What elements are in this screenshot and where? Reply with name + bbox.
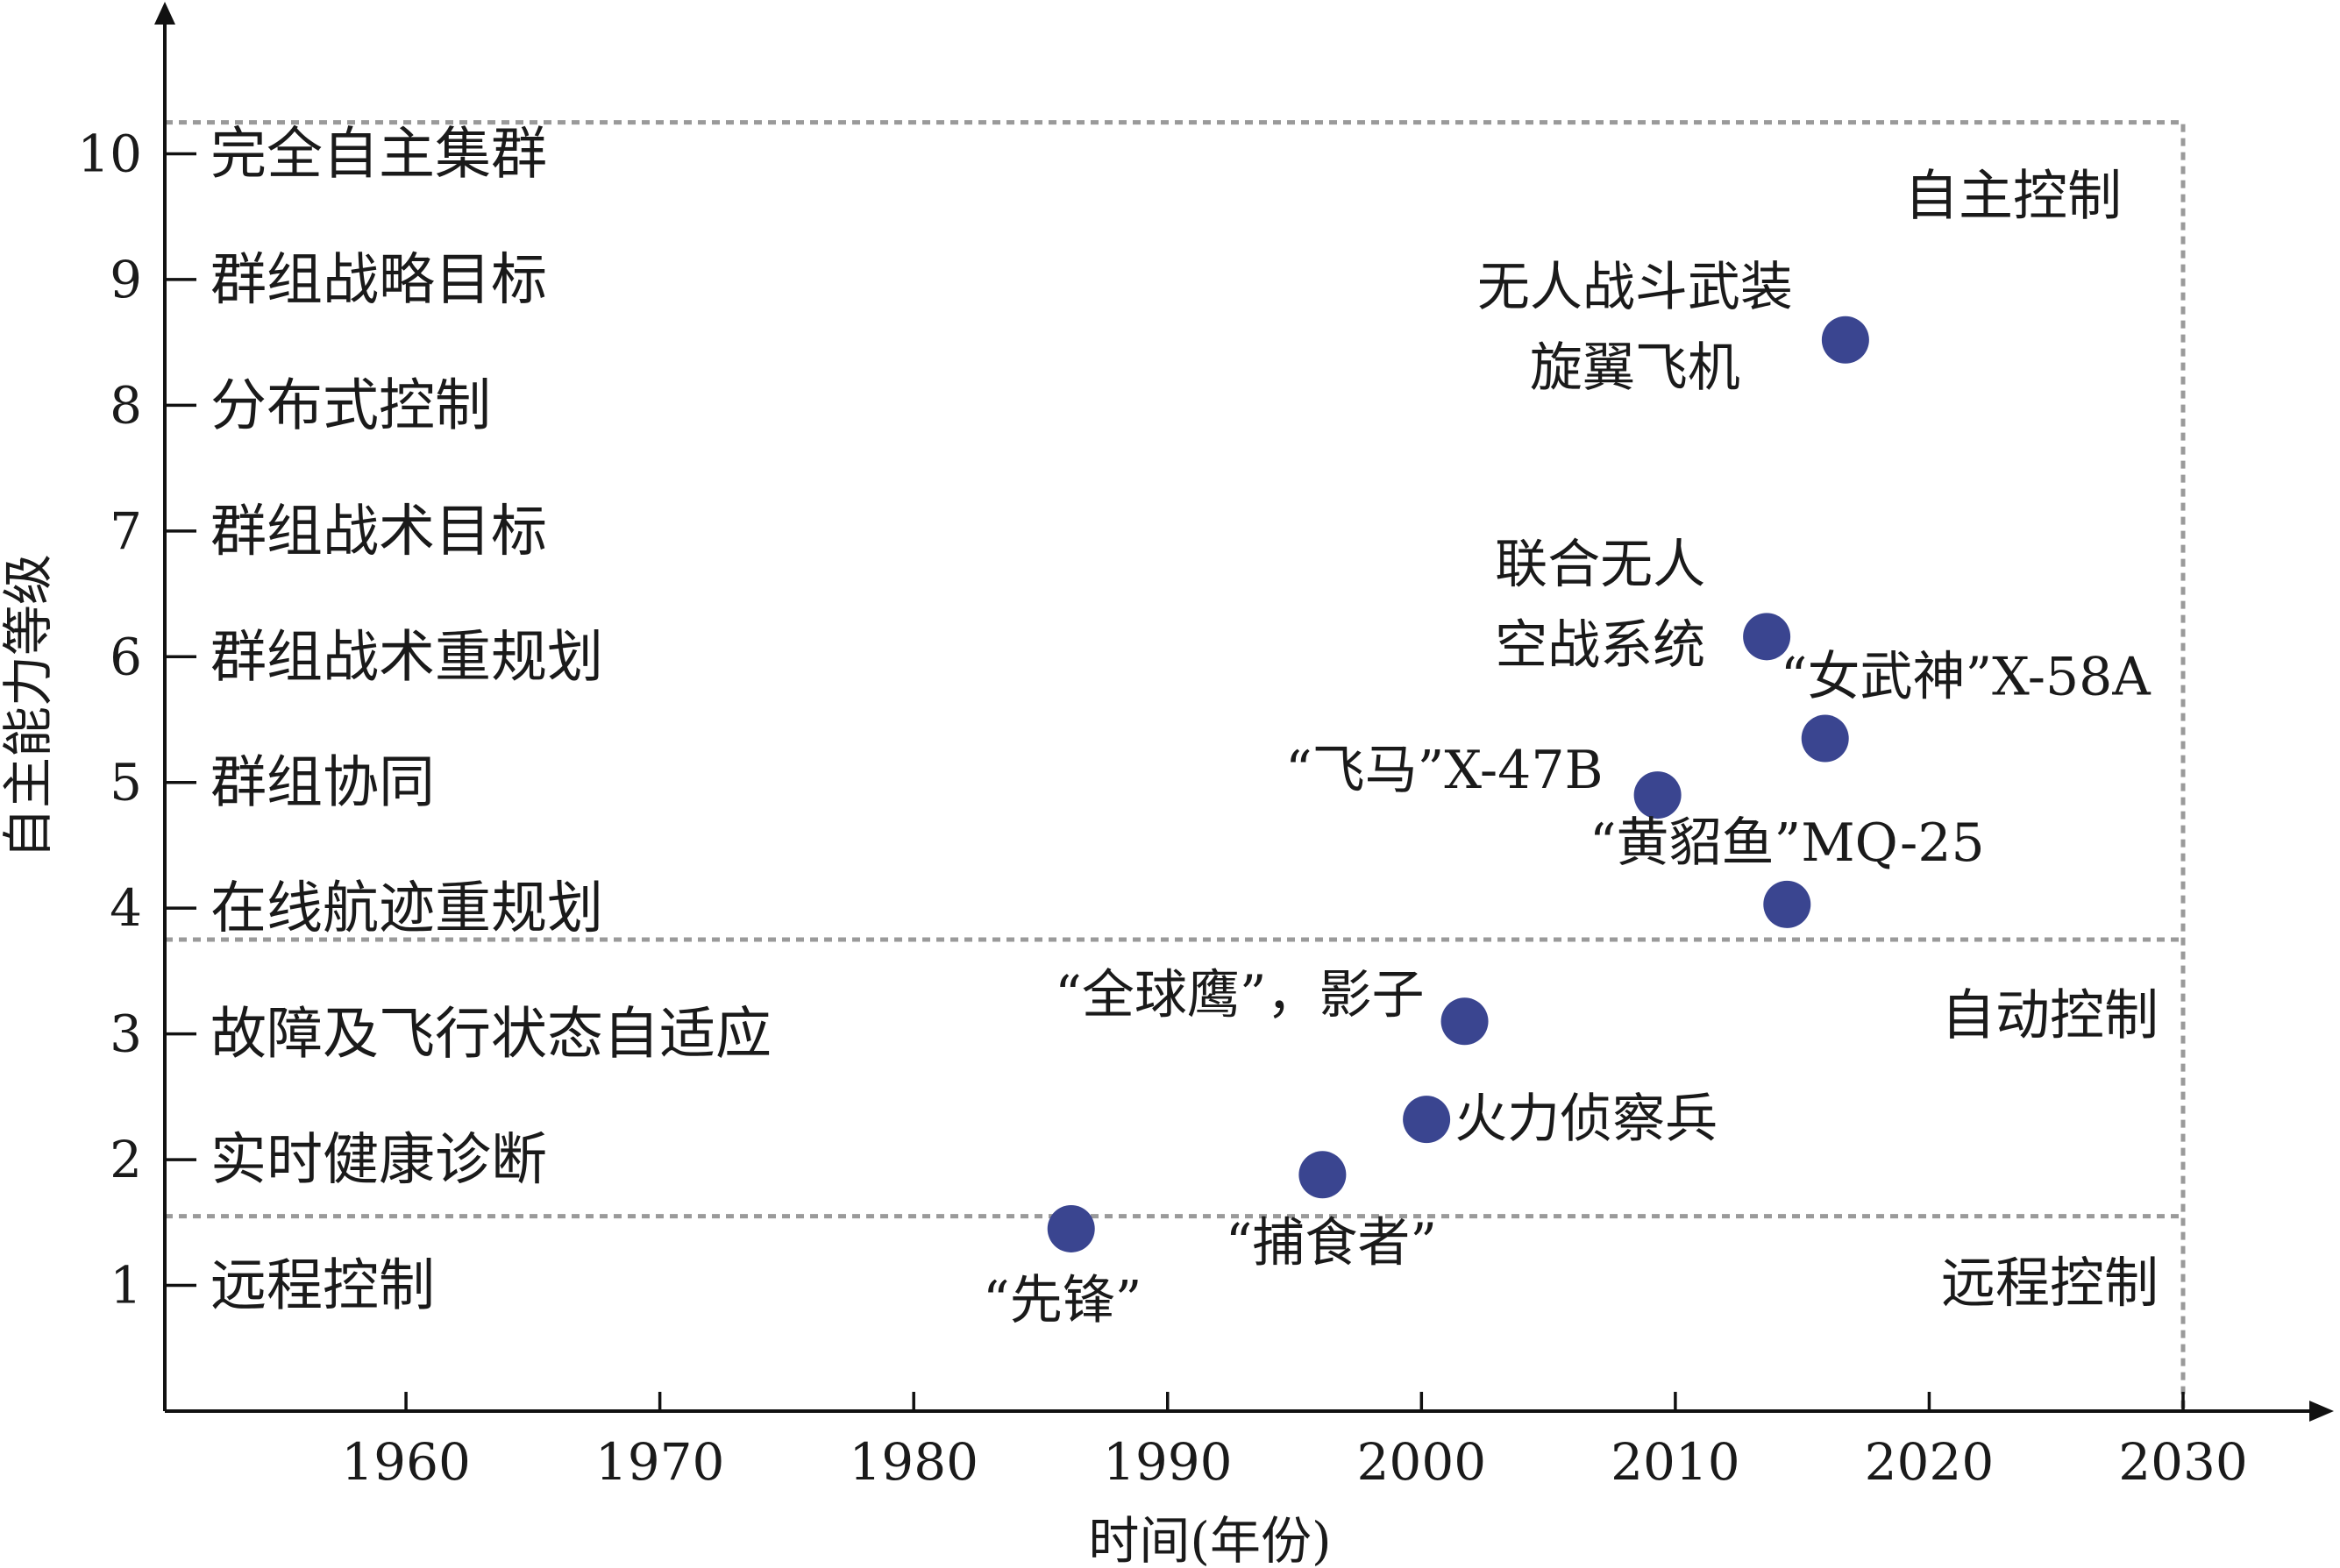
level-label-4: 在线航迹重规划 <box>210 876 603 941</box>
data-point-label-5: “飞马”X-47B <box>1285 740 1604 801</box>
data-point-label-9-2: 旋翼飞机 <box>1530 337 1740 399</box>
data-point-9 <box>1821 316 1869 364</box>
x-axis-title: 时间(年份) <box>1088 1511 1331 1568</box>
region-label-3: 远程控制 <box>1941 1251 2159 1315</box>
data-point-label-4: “全球鹰”，影子 <box>1055 964 1424 1025</box>
data-point-label-2: “捕食者” <box>1226 1212 1437 1274</box>
level-label-6: 群组战术重规划 <box>210 625 603 690</box>
y-tick-label-2: 2 <box>110 1130 142 1189</box>
level-label-2: 实时健康诊断 <box>210 1128 547 1193</box>
x-ticks: 1960 1970 1980 1990 2000 2010 2020 2030 <box>341 1392 2248 1492</box>
y-tick-label-4: 4 <box>110 878 142 938</box>
data-point-label-6-1: 联合无人 <box>1495 534 1705 595</box>
data-point-label-8: “女武神”X-58A <box>1781 647 2152 708</box>
region-label-1: 自主控制 <box>1904 163 2122 227</box>
y-axis-title: 自主能力等级 <box>0 554 58 859</box>
y-axis-arrow <box>154 2 175 25</box>
level-label-5: 群组协同 <box>210 751 435 816</box>
x-axis-arrow <box>2309 1401 2334 1422</box>
data-point-8 <box>1801 714 1849 763</box>
data-point-label-6-2: 空战系统 <box>1495 614 1705 676</box>
x-tick-label-2000: 2000 <box>1357 1432 1487 1492</box>
y-tick-label-8: 8 <box>110 375 142 435</box>
x-tick-label-1970: 1970 <box>595 1432 725 1492</box>
y-tick-label-5: 5 <box>110 753 142 812</box>
y-tick-label-1: 1 <box>110 1256 142 1316</box>
level-label-7: 群组战术目标 <box>210 500 547 564</box>
y-tick-label-7: 7 <box>110 501 142 561</box>
x-tick-label-2010: 2010 <box>1611 1432 1740 1492</box>
level-label-8: 分布式控制 <box>210 373 491 438</box>
data-point-label-7: “黄貂鱼”MQ-25 <box>1590 812 1985 874</box>
data-point-2 <box>1298 1151 1347 1199</box>
y-tick-label-10: 10 <box>77 124 142 183</box>
data-point-label-9-1: 无人战斗武装 <box>1477 257 1793 318</box>
data-point-3 <box>1403 1096 1451 1144</box>
x-tick-label-1980: 1980 <box>849 1432 978 1492</box>
data-point-5 <box>1633 771 1682 819</box>
level-label-1: 远程控制 <box>210 1254 435 1319</box>
region-label-2: 自动控制 <box>1941 983 2159 1047</box>
x-tick-label-1960: 1960 <box>341 1432 471 1492</box>
y-tick-label-9: 9 <box>110 250 142 309</box>
x-tick-label-1990: 1990 <box>1103 1432 1233 1492</box>
y-ticks: 1 2 3 4 5 6 7 8 9 10 完全自主集群群组战略目标分布式控制群组战术目标群组战术重规… <box>77 122 772 1318</box>
x-tick-label-2030: 2030 <box>2118 1432 2248 1492</box>
data-point-6 <box>1743 613 1791 661</box>
data-point-7 <box>1763 880 1811 928</box>
data-point-label-1: “先锋” <box>983 1270 1142 1331</box>
level-label-10: 完全自主集群 <box>210 122 547 187</box>
y-tick-label-3: 3 <box>110 1004 142 1064</box>
level-label-9: 群组战略目标 <box>210 248 547 313</box>
region-frame <box>165 120 2186 1411</box>
x-tick-label-2020: 2020 <box>1865 1432 1995 1492</box>
data-point-4 <box>1440 997 1489 1046</box>
data-point-1 <box>1047 1204 1095 1252</box>
data-point-label-3: 火力侦察兵 <box>1454 1089 1718 1150</box>
level-label-3: 故障及飞行状态自适应 <box>210 1003 772 1068</box>
y-tick-label-6: 6 <box>110 627 142 686</box>
